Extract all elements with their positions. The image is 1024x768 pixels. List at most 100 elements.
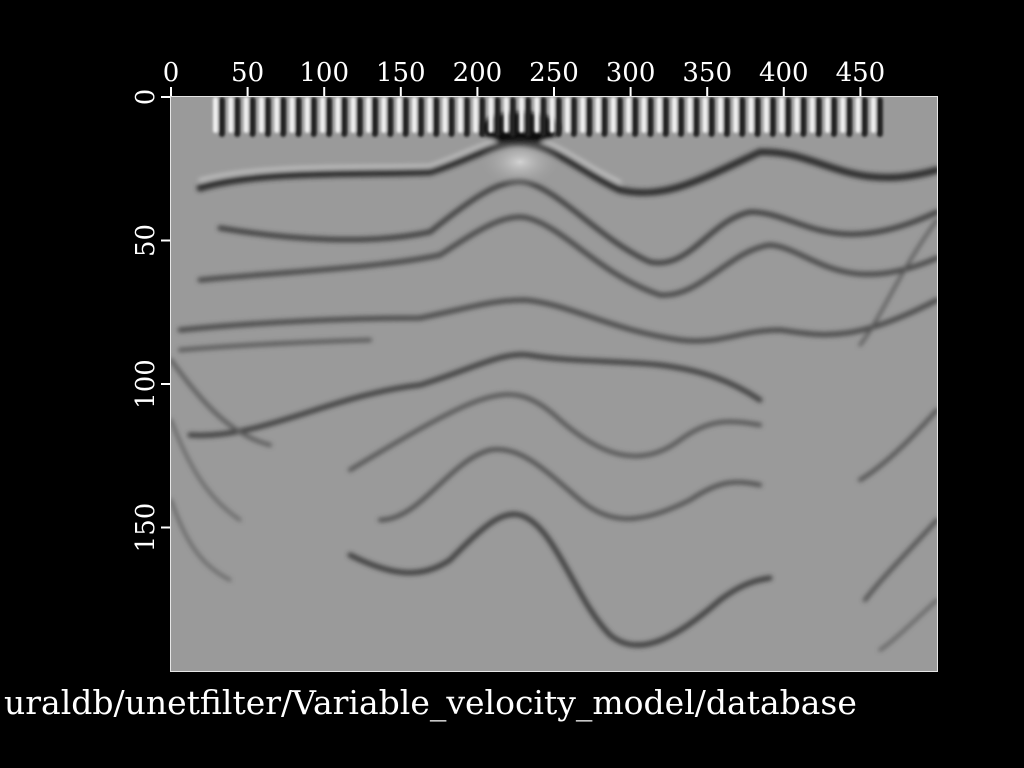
source-wavelet-light (258, 97, 264, 133)
source-wavelet-dark (234, 97, 241, 137)
source-wavelet-light (641, 97, 647, 133)
source-wavelet-dark (846, 97, 853, 137)
x-tick-label: 300 (606, 58, 656, 88)
source-wavelet-dark (326, 97, 333, 137)
source-wavelet-light (763, 97, 769, 133)
source-wavelet-light (549, 97, 555, 133)
source-wavelet-dark (739, 97, 746, 137)
reflector-event (187, 352, 763, 438)
x-tick-label: 50 (231, 58, 264, 88)
source-wavelet-dark (525, 97, 531, 137)
reflector-event (858, 408, 937, 482)
source-wavelet-light (243, 97, 249, 133)
source-wavelet-light (274, 97, 280, 133)
source-wavelet-dark (249, 97, 256, 137)
source-wavelet-dark (570, 97, 577, 137)
source-wavelet-light (289, 97, 295, 133)
source-wavelet-dark (540, 97, 547, 137)
source-wavelet-dark (402, 97, 409, 137)
reflector-event (347, 511, 773, 648)
source-wavelet-dark (341, 97, 348, 137)
source-wavelet-dark (861, 97, 868, 137)
source-wavelet-light (457, 97, 463, 133)
source-wavelet-light (672, 97, 677, 133)
x-tick-label: 450 (836, 58, 886, 88)
source-array (213, 97, 883, 137)
source-wavelet-dark (555, 97, 562, 137)
reflector-event (878, 598, 937, 652)
source-wavelet-light (748, 97, 754, 133)
source-wavelet-light (870, 97, 876, 133)
x-tick-label: 200 (453, 58, 503, 88)
reflector-event (858, 218, 937, 347)
source-wavelet-light (519, 97, 524, 133)
source-wavelet-light (213, 97, 218, 133)
reflector-event (177, 297, 937, 344)
seismic-image (171, 97, 937, 652)
source-wavelet-light (366, 97, 371, 133)
source-wavelet-dark (662, 97, 669, 137)
source-wavelet-light (534, 97, 540, 133)
x-tick-label: 0 (163, 58, 180, 88)
source-wavelet-dark (310, 97, 317, 137)
source-wavelet-light (381, 97, 387, 133)
source-wavelet-dark (785, 97, 792, 137)
source-wavelet-light (855, 97, 861, 133)
reflector-event (171, 498, 232, 582)
source-wavelet-dark (463, 97, 470, 137)
source-wavelet-dark (754, 97, 761, 137)
source-wavelet-dark (800, 97, 807, 137)
source-wavelet-light (564, 97, 570, 133)
source-wavelet-light (427, 97, 433, 133)
x-axis: 0 50 100 150 200 250 300 350 400 450 (163, 58, 885, 96)
source-wavelet-light (825, 97, 830, 133)
source-wavelet-dark (448, 97, 455, 137)
source-wavelet-light (228, 97, 234, 133)
reflector-event (863, 518, 937, 602)
source-wavelet-light (733, 97, 739, 133)
source-wavelet-light (335, 97, 341, 133)
reflector-event (217, 179, 937, 266)
source-wavelet-dark (417, 97, 424, 137)
y-tick-label: 150 (131, 503, 161, 553)
source-wavelet-dark (616, 97, 623, 137)
source-wavelet-light (717, 97, 723, 133)
source-wavelet-dark (387, 97, 394, 137)
source-wavelet-dark (831, 97, 837, 137)
reflector-event (171, 358, 272, 447)
source-wavelet-dark (723, 97, 730, 137)
y-tick-label: 50 (131, 224, 161, 257)
source-wavelet-dark (876, 97, 883, 137)
source-wavelet-dark (219, 97, 225, 137)
source-wavelet-light (702, 97, 708, 133)
source-wavelet-light (304, 97, 310, 133)
reflector-event (378, 447, 762, 522)
footer-path-text: uraldb/unetfilter/Variable_velocity_mode… (4, 683, 857, 723)
source-wavelet-dark (601, 97, 608, 137)
source-wavelet-dark (356, 97, 363, 137)
source-wavelet-light (320, 97, 326, 133)
x-tick-label: 100 (299, 58, 349, 88)
source-wavelet-light (687, 97, 693, 133)
source-wavelet-light (580, 97, 586, 133)
source-wavelet-dark (280, 97, 287, 137)
y-axis: 0 50 100 150 (131, 89, 170, 553)
reflector-event (197, 214, 937, 298)
source-wavelet-dark (494, 97, 501, 137)
source-wavelet-dark (647, 97, 654, 137)
source-wavelet-dark (479, 97, 486, 137)
source-wavelet-dark (632, 97, 639, 137)
reflector-event (171, 418, 242, 522)
reflector-event (348, 392, 762, 472)
reflector-event (196, 139, 937, 197)
source-wavelet-light (411, 97, 417, 133)
source-wavelet-light (794, 97, 800, 133)
source-wavelet-light (595, 97, 601, 133)
x-tick-label: 150 (376, 58, 426, 88)
source-wavelet-dark (708, 97, 715, 137)
x-tick-label: 400 (759, 58, 809, 88)
reflector-events (171, 112, 937, 652)
source-wavelet-dark (295, 97, 302, 137)
y-tick-label: 0 (131, 89, 161, 106)
